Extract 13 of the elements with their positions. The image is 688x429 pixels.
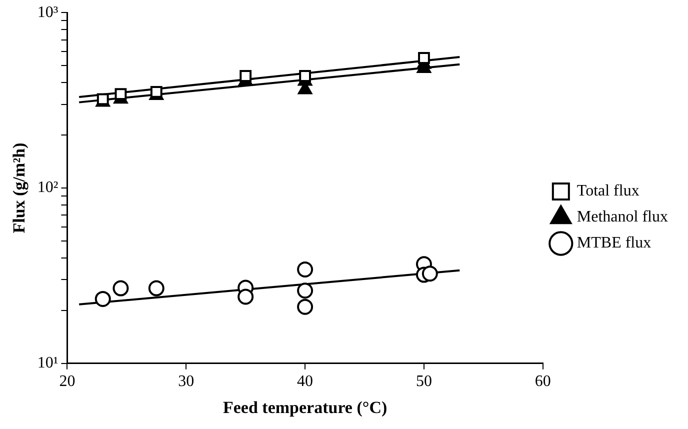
legend-label: Methanol flux: [576, 208, 668, 226]
x-tick-label: 60: [534, 373, 551, 390]
x-tick-label: 50: [416, 373, 432, 390]
legend-label: MTBE flux: [576, 234, 652, 252]
x-axis-title: Feed temperature (°C): [222, 398, 388, 418]
y-axis-title: Flux (g/m²h): [10, 142, 29, 234]
legend-label: Total flux: [576, 182, 640, 200]
x-tick-label: 30: [178, 373, 194, 390]
x-tick-label: 20: [59, 373, 76, 390]
x-tick-label: 40: [297, 373, 314, 390]
y-tick-label: 10²: [37, 179, 58, 196]
y-tick-label: 10¹: [37, 354, 58, 372]
y-tick-label: 10³: [37, 4, 58, 21]
